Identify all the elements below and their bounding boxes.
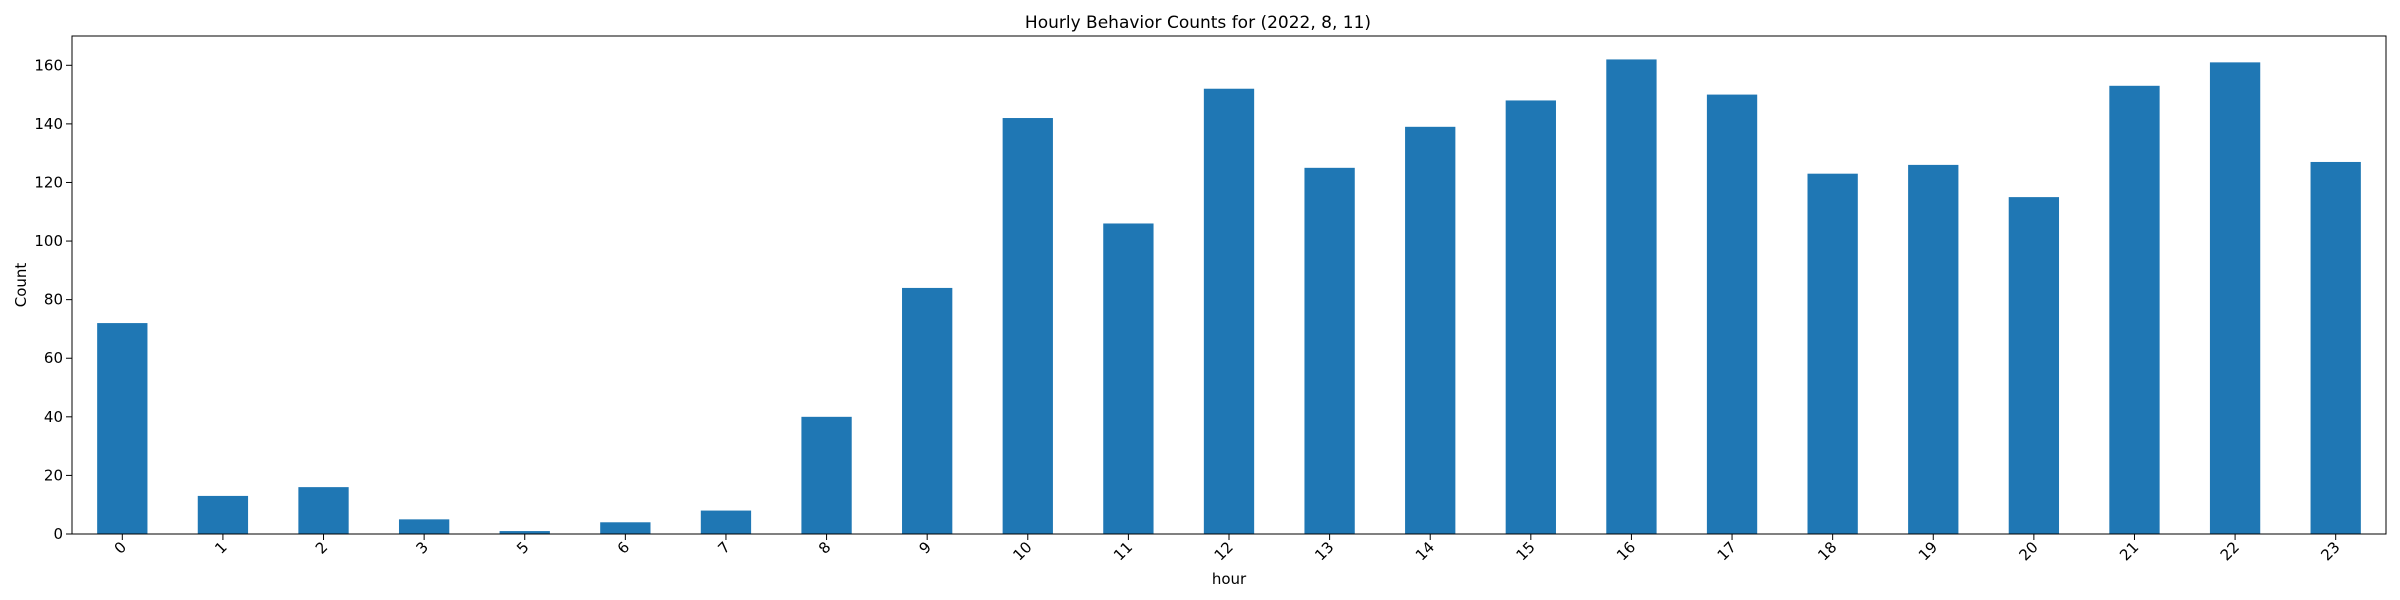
bars-group (97, 59, 2361, 535)
bar-hour-7 (700, 510, 752, 534)
y-axis-title: Count (12, 263, 30, 308)
bar-hour-15 (1505, 100, 1556, 535)
y-tick-label: 120 (34, 173, 63, 191)
y-tick-label: 80 (44, 291, 63, 309)
bar-hour-17 (1706, 94, 1758, 535)
x-tick-label: 9 (916, 538, 935, 557)
bar-hour-13 (1304, 167, 1355, 534)
bar-hour-11 (1103, 223, 1154, 534)
bar-hour-8 (801, 416, 852, 534)
x-tick-label: 13 (1311, 538, 1337, 564)
x-tick-label: 21 (2116, 538, 2142, 564)
x-tick-label: 5 (513, 538, 532, 557)
x-tick-label: 18 (1814, 538, 1840, 564)
bar-hour-9 (902, 287, 953, 534)
bar-hour-14 (1405, 126, 1456, 534)
y-axis-ticks: 0 20 40 60 80 100 120 140 160 (34, 56, 72, 543)
x-tick-label: 19 (1915, 538, 1941, 564)
x-tick-label: 8 (815, 538, 834, 557)
y-tick-label: 20 (44, 466, 63, 484)
x-tick-label: 7 (714, 538, 733, 557)
x-tick-label: 10 (1009, 538, 1035, 564)
x-tick-label: 22 (2217, 538, 2243, 564)
y-tick-label: 140 (34, 115, 63, 133)
x-tick-label: 11 (1110, 538, 1136, 564)
plot-frame (71, 35, 2387, 535)
x-tick-label: 2 (312, 538, 331, 557)
bar-hour-5 (499, 531, 550, 534)
bar-hour-2 (298, 487, 349, 534)
x-tick-label: 6 (614, 538, 633, 557)
bar-hour-3 (398, 519, 450, 534)
bar-hour-0 (97, 323, 148, 534)
bar-hour-6 (600, 522, 651, 534)
y-tick-label: 100 (34, 232, 63, 250)
bar-hour-23 (2310, 161, 2361, 534)
x-tick-label: 1 (211, 538, 230, 557)
bar-hour-18 (1807, 173, 1858, 534)
bar-hour-22 (2209, 62, 2261, 534)
x-axis-ticks: 0 1 2 3 5 6 7 8 9 10 11 12 13 14 15 16 17 18 19 20 21 22 23 (111, 534, 2344, 564)
x-tick-label: 0 (111, 538, 130, 557)
y-tick-label: 160 (34, 56, 63, 74)
x-tick-label: 3 (412, 538, 431, 557)
y-tick-label: 40 (44, 408, 63, 426)
x-tick-label: 14 (1412, 538, 1438, 564)
bar-hour-10 (1002, 118, 1053, 534)
bar-hour-21 (2109, 85, 2160, 535)
x-tick-label: 17 (1714, 538, 1740, 564)
bar-hour-19 (1908, 164, 1959, 535)
x-axis-title: hour (1212, 570, 1247, 588)
y-tick-label: 60 (44, 349, 63, 367)
bar-hour-1 (197, 495, 249, 534)
x-tick-label: 15 (1512, 538, 1538, 564)
bar-hour-16 (1606, 59, 1657, 534)
bar-hour-12 (1203, 88, 1255, 535)
x-tick-label: 16 (1613, 538, 1639, 564)
bar-hour-20 (2008, 197, 2060, 534)
x-tick-label: 23 (2317, 538, 2343, 564)
x-tick-label: 12 (1211, 538, 1237, 564)
chart-title: Hourly Behavior Counts for (2022, 8, 11) (1025, 13, 1371, 33)
x-tick-label: 20 (2015, 538, 2041, 564)
y-tick-label: 0 (53, 525, 63, 543)
